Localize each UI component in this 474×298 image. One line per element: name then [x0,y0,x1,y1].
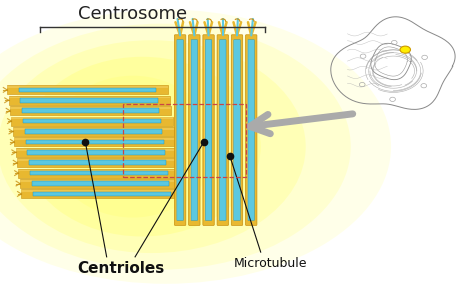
FancyBboxPatch shape [191,40,198,221]
FancyBboxPatch shape [189,35,200,225]
Bar [232,40,235,220]
Bar [7,86,168,88]
Ellipse shape [0,10,391,284]
Bar [14,137,175,146]
Bar [9,96,170,105]
Ellipse shape [50,76,216,218]
Bar [27,150,165,155]
Text: Microtubule: Microtubule [233,257,307,271]
FancyBboxPatch shape [246,35,257,225]
FancyBboxPatch shape [203,35,214,225]
FancyBboxPatch shape [174,35,186,225]
Bar [13,127,174,136]
FancyBboxPatch shape [177,40,183,221]
Bar [23,119,161,123]
Bar [17,158,178,167]
FancyBboxPatch shape [219,40,226,221]
Ellipse shape [0,40,306,253]
Bar [13,128,174,130]
Bar [30,171,168,175]
Bar [33,192,171,196]
Bar [10,107,171,109]
Bar [17,159,178,161]
Bar [16,149,177,150]
Bar [14,138,175,140]
Ellipse shape [400,46,410,53]
Text: Centrosome: Centrosome [78,5,187,23]
Bar [18,170,180,171]
Bar [11,117,173,125]
Bar [20,180,181,182]
Bar [20,179,181,188]
Bar [18,169,180,178]
Bar [123,104,246,177]
Bar [190,40,192,220]
Bar [20,98,158,103]
FancyBboxPatch shape [231,35,243,225]
Bar [10,106,171,115]
Ellipse shape [24,57,261,237]
Ellipse shape [0,24,351,270]
Bar [7,86,168,94]
Bar [22,108,159,113]
Bar [32,181,169,186]
Bar [11,117,173,119]
Bar [246,40,249,220]
Bar [21,190,182,198]
Bar [19,88,156,92]
Bar [218,40,221,220]
Bar [26,140,164,144]
FancyBboxPatch shape [217,35,228,225]
Bar [21,190,182,192]
Text: Centrioles: Centrioles [77,261,164,276]
FancyBboxPatch shape [234,40,240,221]
FancyBboxPatch shape [205,40,212,221]
Bar [204,40,207,220]
Bar [175,40,178,220]
FancyBboxPatch shape [248,40,255,221]
Bar [9,97,170,98]
Bar [16,148,177,157]
Bar [29,160,166,165]
Bar [25,129,162,134]
